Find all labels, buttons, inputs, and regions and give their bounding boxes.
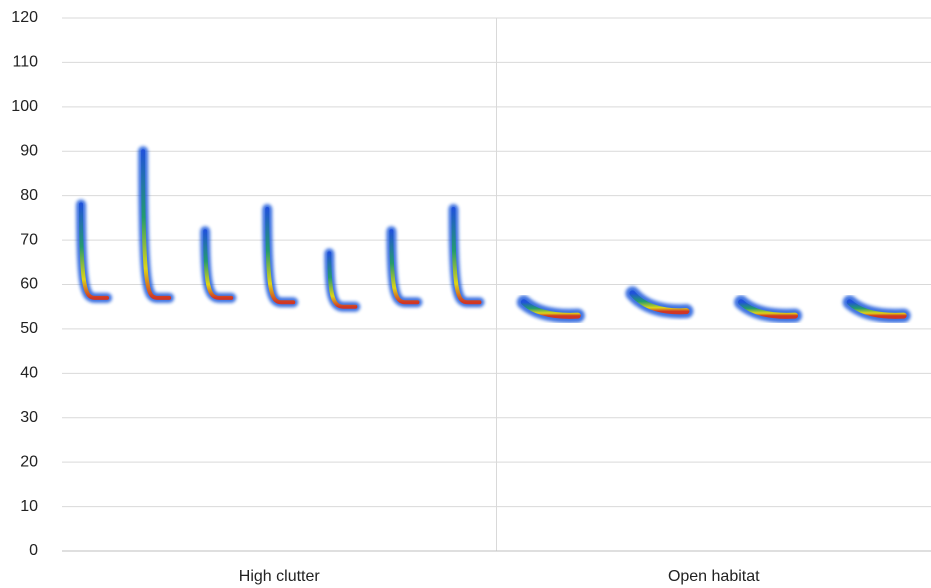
y-tick-label: 70	[20, 231, 38, 248]
y-tick-label: 90	[20, 142, 38, 159]
y-tick-label: 40	[20, 365, 38, 382]
call	[143, 151, 169, 298]
call	[453, 209, 479, 302]
x-tick-label: Open habitat	[668, 568, 760, 585]
call	[391, 231, 417, 302]
y-tick-label: 80	[20, 187, 38, 204]
y-tick-label: 60	[20, 276, 38, 293]
y-tick-label: 30	[20, 409, 38, 426]
call	[850, 302, 904, 316]
call	[205, 231, 231, 298]
y-tick-label: 0	[29, 542, 38, 559]
chart: 0 10 20 30 40 50 60 70 80 90 100 110 120 High clutter…	[0, 0, 931, 588]
y-tick-label: 110	[12, 54, 38, 71]
call	[329, 253, 355, 306]
call	[524, 302, 578, 316]
y-tick-label: 120	[11, 9, 38, 26]
call	[632, 293, 686, 311]
y-tick-label: 20	[20, 453, 38, 470]
call	[267, 209, 293, 302]
y-tick-label: 100	[11, 98, 38, 115]
call	[741, 302, 795, 316]
y-tick-label: 50	[20, 320, 38, 337]
y-tick-label: 10	[20, 498, 38, 515]
call	[81, 205, 107, 298]
x-tick-label: High clutter	[239, 568, 321, 585]
